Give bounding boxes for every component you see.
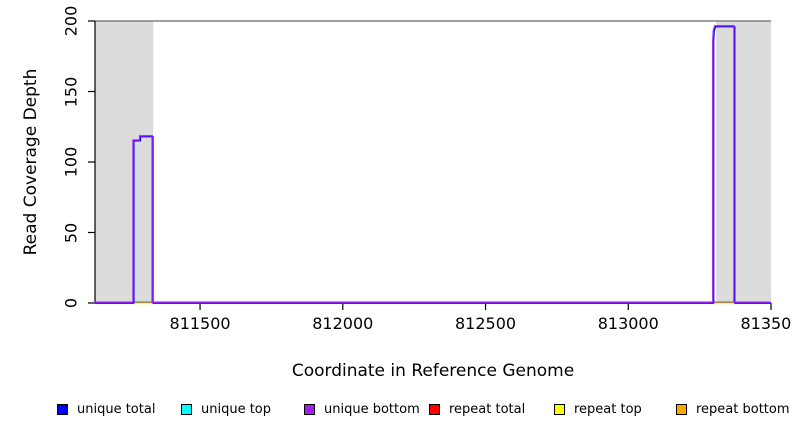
legend-swatch-icon bbox=[429, 403, 440, 415]
y-tick-label: 0 bbox=[61, 297, 81, 309]
legend: unique total unique top unique bottom repea… bbox=[0, 401, 792, 425]
legend-label: repeat bottom bbox=[696, 401, 790, 417]
legend-swatch-icon bbox=[676, 403, 687, 415]
x-tick-label: 812000 bbox=[312, 314, 374, 333]
legend-swatch-icon bbox=[181, 403, 192, 415]
y-tick-label: 150 bbox=[61, 76, 81, 107]
legend-item-unique-total: unique total bbox=[57, 401, 155, 417]
legend-label: repeat total bbox=[449, 401, 526, 417]
legend-label: unique total bbox=[77, 401, 156, 417]
legend-swatch-icon bbox=[57, 403, 68, 415]
x-tick-label: 811500 bbox=[169, 314, 231, 333]
y-tick-label: 100 bbox=[61, 146, 81, 178]
legend-label: unique bottom bbox=[324, 401, 420, 417]
x-tick-label: 812500 bbox=[454, 314, 517, 333]
legend-label: repeat top bbox=[574, 401, 642, 417]
x-tick-label: 813000 bbox=[597, 314, 659, 333]
legend-swatch-icon bbox=[554, 403, 565, 415]
legend-item-repeat-top: repeat top bbox=[554, 401, 642, 417]
legend-item-unique-top: unique top bbox=[181, 401, 271, 417]
legend-swatch-icon bbox=[304, 403, 315, 415]
legend-item-repeat-total: repeat total bbox=[429, 401, 525, 417]
y-axis-title: Read Coverage Depth bbox=[21, 68, 41, 256]
legend-item-repeat-bottom: repeat bottom bbox=[676, 401, 790, 417]
shaded-region bbox=[95, 21, 154, 303]
y-tick-label: 200 bbox=[61, 5, 81, 37]
shaded-region bbox=[716, 21, 771, 303]
series-unique-bottom bbox=[94, 25, 771, 303]
series-unique-total bbox=[95, 25, 771, 304]
y-tick-label: 50 bbox=[61, 222, 81, 243]
legend-item-unique-bottom: unique bottom bbox=[304, 401, 420, 417]
legend-label: unique top bbox=[201, 401, 272, 417]
x-axis-title: Coordinate in Reference Genome bbox=[291, 361, 575, 381]
